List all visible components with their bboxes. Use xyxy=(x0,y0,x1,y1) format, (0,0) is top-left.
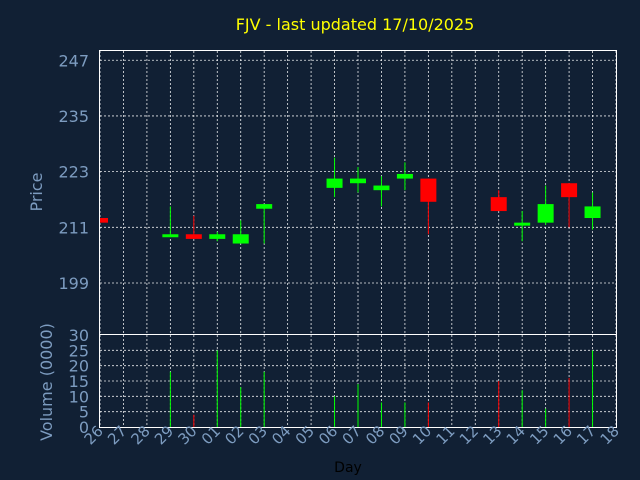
x-tick-label: 08 xyxy=(362,422,388,448)
volume-bars xyxy=(169,350,594,427)
candle-body xyxy=(162,234,179,238)
x-tick-label: 16 xyxy=(550,422,576,448)
x-tick-label: 11 xyxy=(432,422,458,448)
x-tick-label: 07 xyxy=(339,422,365,448)
volume-tick-label: 5 xyxy=(79,403,89,422)
candle-body xyxy=(373,185,390,191)
price-tick-label: 235 xyxy=(58,107,89,126)
volume-axis-label: Volume (0000) xyxy=(37,323,56,441)
volume-panel-frame xyxy=(99,334,617,428)
price-tick-label: 211 xyxy=(58,218,89,237)
volume-tick-label: 30 xyxy=(69,326,89,345)
candle-body xyxy=(256,204,273,209)
x-tick-label: 15 xyxy=(526,422,552,448)
x-tick-label: 17 xyxy=(573,422,599,448)
volume-tick-label: 25 xyxy=(69,341,89,360)
volume-tick-label: 0 xyxy=(79,418,89,437)
x-tick-label: 05 xyxy=(292,422,318,448)
x-tick-label: 18 xyxy=(597,422,623,448)
candle-body xyxy=(326,178,343,188)
candle-body xyxy=(584,206,601,219)
x-tick-label: 09 xyxy=(386,422,412,448)
candle-body xyxy=(185,234,202,239)
x-tick-label: 28 xyxy=(128,422,154,448)
chart-title: FJV - last updated 17/10/2025 xyxy=(236,15,475,34)
volume-tick-label: 10 xyxy=(69,387,89,406)
candle-body xyxy=(100,218,108,223)
price-y-ticks: 199 211 223 235 247 xyxy=(58,51,89,293)
x-axis-label: Day xyxy=(334,460,362,476)
x-tick-label: 03 xyxy=(245,422,271,448)
candle-body xyxy=(209,234,226,239)
x-tick-label: 12 xyxy=(456,422,482,448)
candle-body xyxy=(561,183,578,198)
price-tick-label: 223 xyxy=(58,163,89,182)
price-tick-label: 199 xyxy=(58,274,89,293)
price-candles xyxy=(99,157,601,244)
x-tick-label: 29 xyxy=(151,422,177,448)
x-tick-label: 10 xyxy=(409,422,435,448)
price-axis-label: Price xyxy=(27,172,46,211)
x-axis-ticks: 2627282930010203040506070809101112131415… xyxy=(81,422,623,448)
x-tick-label: 02 xyxy=(221,422,247,448)
candle-body xyxy=(420,178,437,202)
candle-body xyxy=(514,222,531,226)
x-tick-label: 27 xyxy=(104,422,130,448)
volume-tick-label: 20 xyxy=(69,357,89,376)
candle-body xyxy=(490,197,507,212)
volume-tick-label: 15 xyxy=(69,372,89,391)
x-tick-label: 30 xyxy=(174,422,200,448)
candle-body xyxy=(350,178,366,184)
price-tick-label: 247 xyxy=(58,51,89,70)
x-tick-label: 06 xyxy=(315,422,341,448)
candle-body xyxy=(537,204,554,223)
x-tick-label: 04 xyxy=(268,422,294,448)
x-tick-label: 01 xyxy=(198,422,224,448)
candle-body xyxy=(232,234,249,244)
x-tick-label: 13 xyxy=(479,422,505,448)
candle-body xyxy=(396,173,413,179)
x-tick-label: 14 xyxy=(503,422,529,448)
